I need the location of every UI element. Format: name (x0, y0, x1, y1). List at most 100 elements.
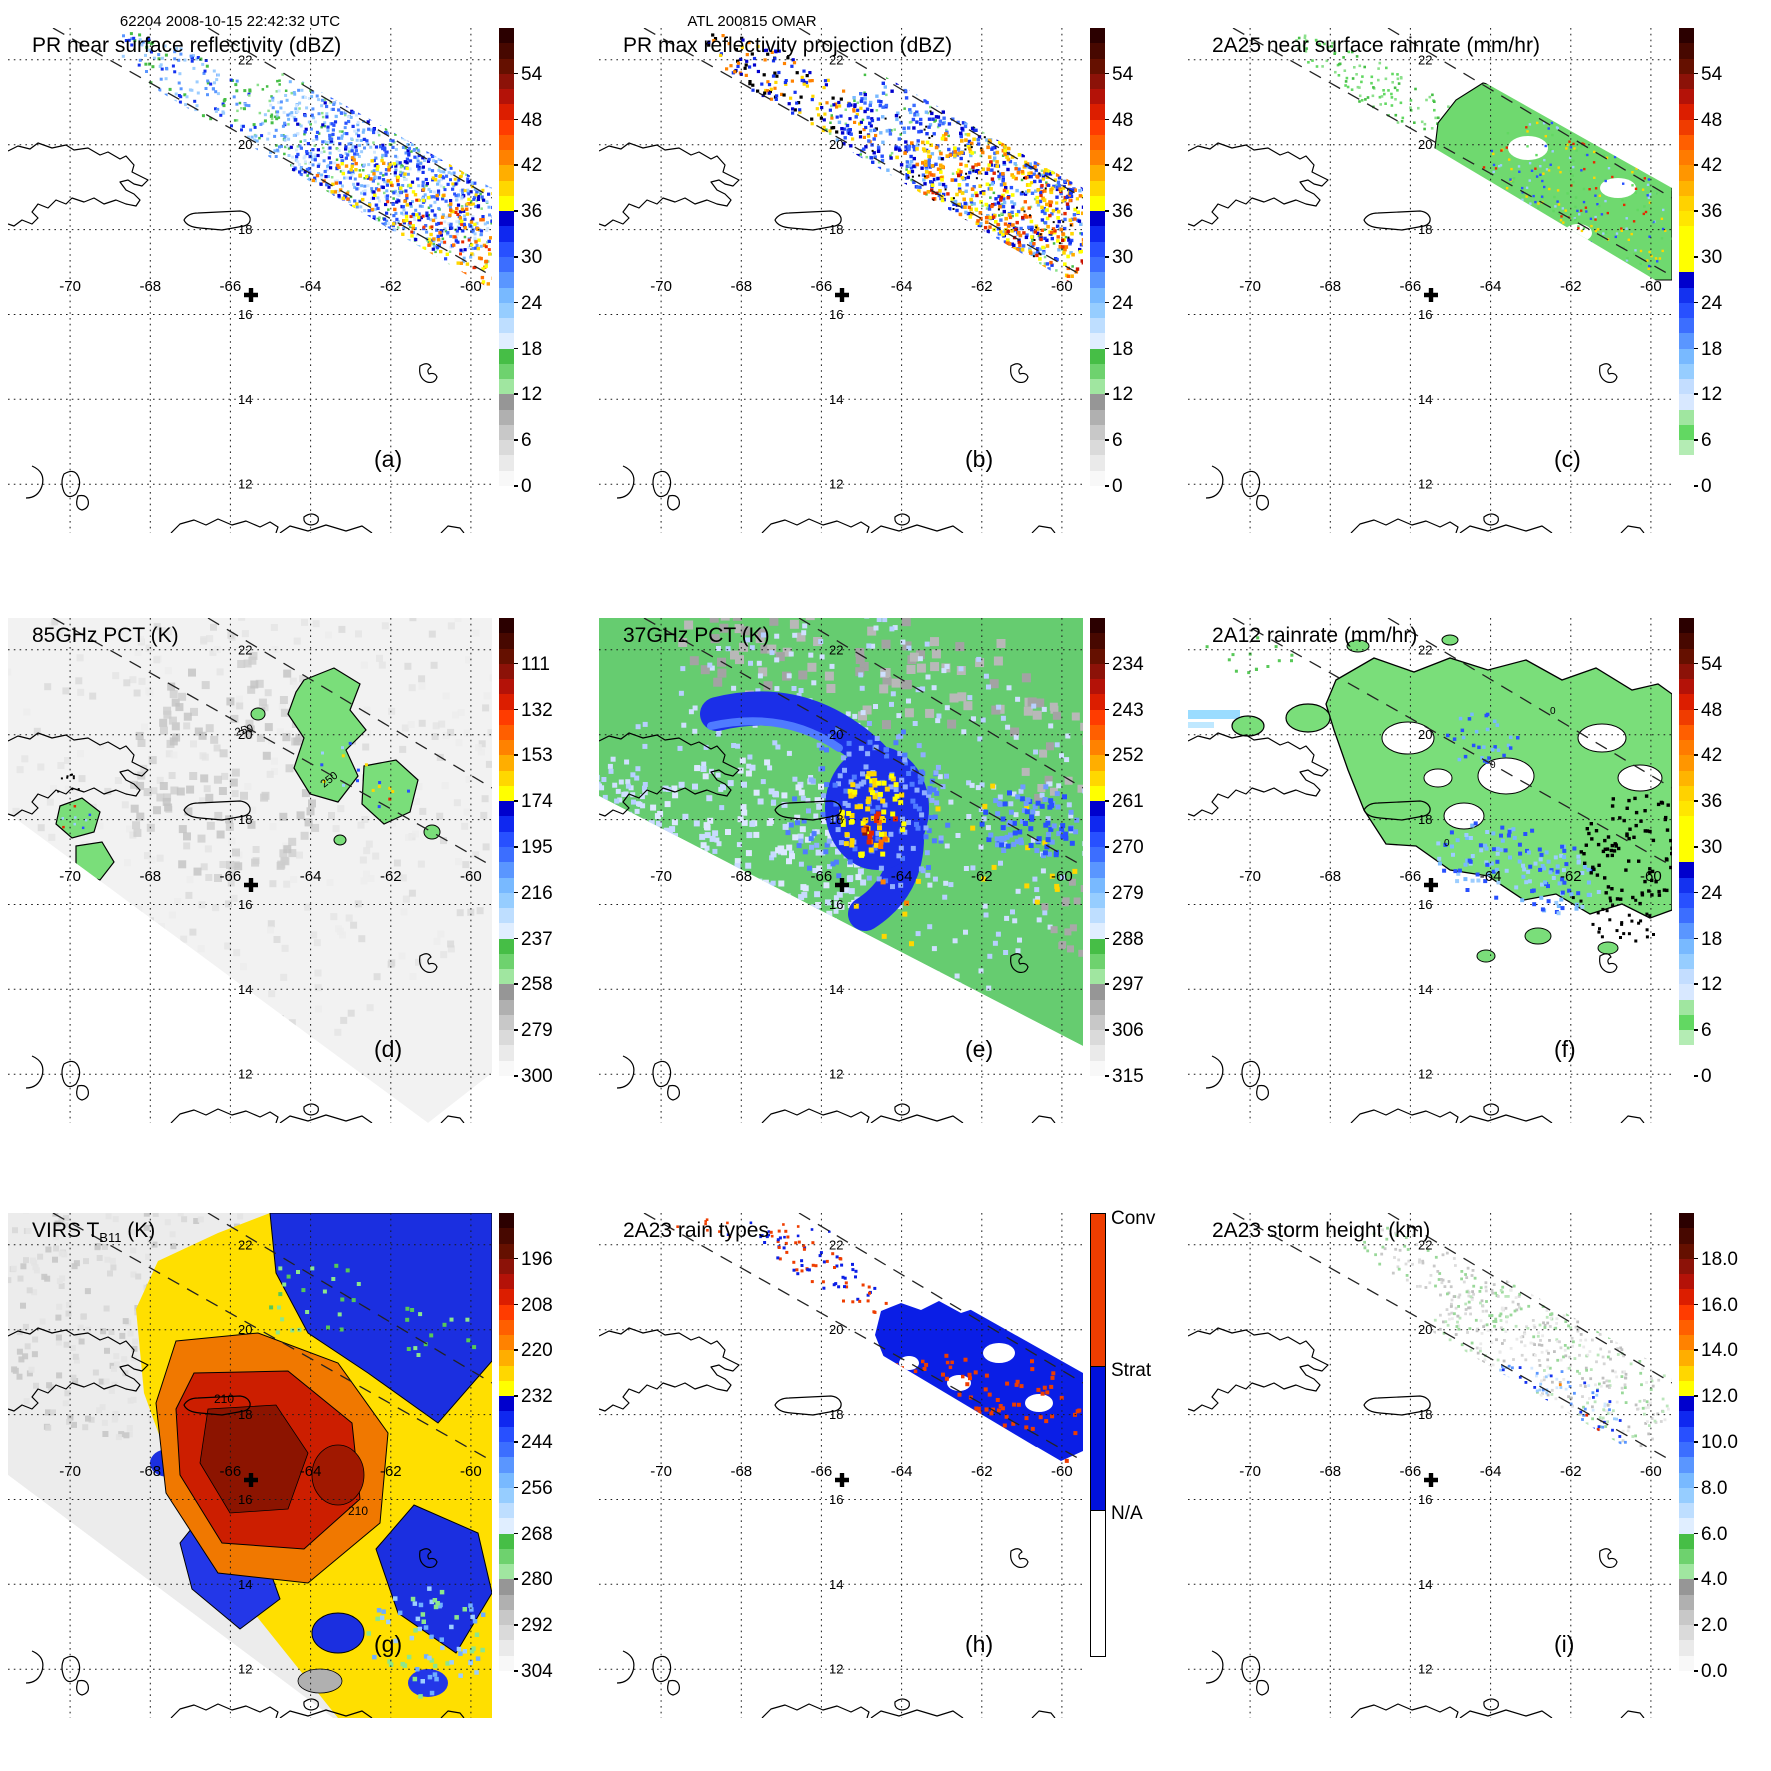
colorbar-tick (1105, 485, 1109, 487)
colorbar-cell (1679, 455, 1694, 471)
lat-tick-label: 20 (1418, 727, 1432, 742)
colorbar-cell (1679, 1380, 1694, 1397)
lat-tick-label: 18 (238, 1407, 252, 1422)
colorbar-cell (1090, 287, 1105, 303)
colorbar-cell (1090, 1014, 1105, 1031)
lat-tick-label: 18 (829, 1407, 843, 1422)
map-panel-h: -70 -68 -66 -64 -62 -60 22 20 18 16 14 12 2A23 rain… (591, 1185, 1181, 1771)
colorbar-tick (514, 800, 518, 802)
colorbar-cell (1679, 119, 1694, 135)
lat-tick-label: 20 (1418, 1322, 1432, 1337)
colorbar-cell (499, 709, 514, 725)
colorbar-tick (1694, 662, 1698, 665)
lat-tick-label: 14 (829, 392, 843, 407)
storm-center-marker (835, 878, 849, 892)
colorbar-tick (1105, 164, 1109, 166)
colorbar-cell (1090, 785, 1105, 802)
panel-title: VIRS TB11 (K) (32, 1219, 155, 1245)
colorbar-tick-label: 174 (521, 791, 553, 813)
colorbar-tick (514, 1029, 518, 1031)
colorbar-cell (1679, 43, 1694, 59)
colorbar-cell (499, 287, 514, 303)
colorbar-cell (1679, 1533, 1694, 1549)
storm-center-marker (244, 878, 258, 892)
colorbar-scale (1679, 1213, 1694, 1671)
panel-letter: (i) (1554, 1631, 1575, 1657)
rain-type-label: Strat (1111, 1360, 1152, 1381)
colorbar-cell (1679, 470, 1694, 486)
lat-tick-label: 20 (1418, 137, 1432, 152)
panel-letter: (c) (1554, 446, 1581, 472)
lon-tick-label: -60 (1051, 1463, 1073, 1480)
colorbar-cell (1679, 679, 1694, 695)
colorbar-cell (1090, 409, 1105, 425)
colorbar-tick-label: 243 (1112, 699, 1144, 721)
colorbar-cell (499, 1365, 514, 1381)
colorbar-cell (1679, 740, 1694, 756)
colorbar-cell (1090, 424, 1105, 441)
colorbar-cell (499, 953, 514, 970)
colorbar-tick (1105, 662, 1109, 665)
colorbar-cell (1090, 1060, 1105, 1076)
colorbar-tick (514, 891, 518, 894)
colorbar-cell (499, 892, 514, 909)
colorbar-cell (1090, 831, 1105, 847)
colorbar-cell (1090, 633, 1105, 649)
storm-center-marker (1424, 288, 1438, 302)
colorbar-cell (1679, 1594, 1694, 1610)
lon-tick-label: -70 (1239, 1463, 1261, 1480)
lat-tick-label: 20 (829, 727, 843, 742)
colorbar-cell (1679, 1579, 1694, 1595)
colorbar-cell (1090, 455, 1105, 471)
colorbar-cell (1090, 104, 1105, 120)
colorbar-tick-label: 0 (521, 476, 532, 497)
colorbar-tick-label: 0 (1701, 476, 1712, 497)
colorbar-tick (514, 1075, 518, 1077)
colorbar-cell (499, 241, 514, 257)
lat-tick-label: 12 (829, 477, 843, 492)
colorbar-cell (1090, 318, 1105, 334)
colorbar-cell (1090, 134, 1105, 151)
colorbar-cell (1679, 226, 1694, 242)
colorbar-tick-label: 12 (1701, 384, 1723, 406)
lat-tick-label: 20 (238, 137, 252, 152)
rain-type-colorbar (1090, 1213, 1106, 1657)
colorbar-cell (1090, 89, 1105, 105)
colorbar-tick-label: 12 (1701, 974, 1723, 996)
colorbar-tick (1694, 1532, 1698, 1535)
colorbar-cell (1090, 770, 1105, 786)
colorbar-cell (1679, 180, 1694, 196)
map-canvas: -70 -68 -66 -64 -62 -60 22 20 18 16 14 12 (1188, 28, 1672, 533)
colorbar-tick-label: 4.0 (1701, 1569, 1728, 1591)
colorbar-cell (1679, 755, 1694, 771)
colorbar-tick-label: 279 (521, 1020, 553, 1042)
lon-tick-label: -66 (220, 278, 242, 295)
lon-tick-label: -64 (300, 278, 322, 295)
contour-label: 210 (214, 1392, 234, 1406)
colorbar-tick-label: 36 (1112, 201, 1134, 223)
lat-tick-label: 16 (829, 897, 843, 912)
colorbar-cell (1679, 694, 1694, 710)
colorbar-cell (1679, 89, 1694, 105)
lat-tick-label: 16 (1418, 897, 1432, 912)
panel-title-text: PR near surface reflectivity (dBZ) (32, 34, 342, 57)
colorbar-cell (499, 1533, 514, 1549)
colorbar-cell (1679, 1213, 1694, 1229)
colorbar-cell (1679, 363, 1694, 380)
lat-tick-label: 18 (238, 812, 252, 827)
lon-tick-label: -62 (1560, 868, 1582, 885)
panel-letter: (b) (965, 446, 994, 472)
panel-title: PR near surface reflectivity (dBZ) (32, 34, 341, 60)
lon-tick-label: -62 (971, 1463, 993, 1480)
lon-tick-label: -68 (1319, 278, 1341, 295)
panel-letter: (d) (374, 1036, 403, 1062)
map-canvas: -70 -68 -66 -64 -62 -60 22 20 18 16 14 12 (599, 1213, 1083, 1718)
lat-tick-label: 12 (1418, 477, 1432, 492)
lon-tick-label: -68 (139, 1463, 161, 1480)
colorbar-cell (499, 1014, 514, 1031)
contour-label: 0 (1490, 760, 1496, 771)
colorbar-tick (1694, 1624, 1698, 1626)
colorbar-tick (514, 210, 518, 212)
panel-title-text: VIRS T (32, 1219, 100, 1242)
colorbar-cell (499, 348, 514, 364)
